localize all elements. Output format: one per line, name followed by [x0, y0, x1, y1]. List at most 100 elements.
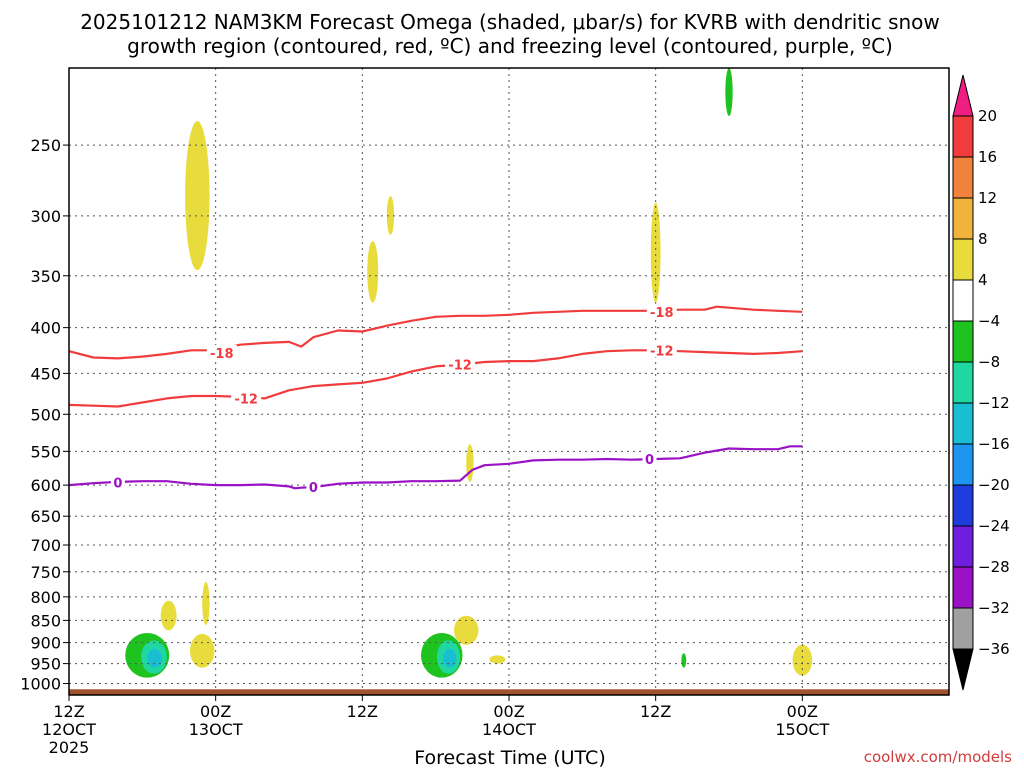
contour-label-12-1: -12 [234, 392, 258, 407]
chart-title-line1: 2025101212 NAM3KM Forecast Omega (shaded… [80, 10, 940, 34]
omega-region-8 [190, 633, 215, 668]
x-tick-label-0-3: 2025 [49, 738, 90, 757]
colorbar-bin-6 [952, 279, 974, 322]
omega-region-11 [792, 644, 813, 676]
omega-region-18 [147, 649, 162, 668]
omega-region-6 [160, 600, 177, 631]
y-tick-label-800: 800 [30, 588, 61, 607]
y-tick-label-250: 250 [30, 136, 61, 155]
x-tick-label-36-2: 14OCT [482, 720, 536, 739]
colorbar-label-9: −16 [978, 435, 1010, 453]
omega-region-1 [185, 121, 210, 271]
contour-label-0-1: 0 [113, 477, 122, 492]
colorbar-label-12: −28 [978, 558, 1010, 576]
colorbar-bin-3 [952, 156, 974, 199]
colorbar-bin-13 [952, 566, 974, 609]
y-tick-label-950: 950 [30, 655, 61, 674]
colorbar-bin-10 [952, 443, 974, 486]
omega-region-10 [489, 655, 506, 664]
contour-label-bg-12-2 [445, 356, 476, 372]
x-tick-label-0-1: 12Z [53, 702, 84, 721]
colorbar-bin-7 [952, 320, 974, 363]
omega-region-4 [650, 202, 661, 303]
contour-label-bg-12-1 [231, 390, 262, 406]
y-axis-ticks: 250 300 350 400 450 500 550 600 650 700 750 800 850 9… [20, 136, 69, 694]
omega-region-2 [386, 195, 395, 235]
y-tick-label-400: 400 [30, 319, 61, 338]
colorbar-label-13: −32 [978, 599, 1010, 617]
contour-label-bg-18-1 [206, 344, 237, 360]
colorbar-bin-15 [952, 648, 974, 691]
omega-region-14 [725, 68, 733, 117]
colorbar-label-3: 12 [978, 189, 997, 207]
contour-label-bg-12-3 [646, 342, 677, 358]
y-tick-label-500: 500 [30, 405, 61, 424]
colorbar-bin-1 [952, 74, 974, 117]
colorbar-label-6: −4 [978, 312, 1000, 330]
x-axis-label: Forecast Time (UTC) [414, 747, 605, 768]
omega-colorbar: 20 16 12 8 4 −4 −8 −12 −16 −20 −24 −28 −32 −36 [952, 74, 1010, 691]
colorbar-label-5: 4 [978, 271, 988, 289]
contour-label-0-2: 0 [309, 481, 318, 496]
x-tick-label-12-2: 13OCT [189, 720, 243, 739]
colorbar-label-4: 8 [978, 230, 988, 248]
y-tick-label-750: 750 [30, 563, 61, 582]
colorbar-label-8: −12 [978, 394, 1010, 412]
colorbar-bin-4 [952, 197, 974, 240]
y-tick-label-350: 350 [30, 267, 61, 286]
y-tick-label-450: 450 [30, 364, 61, 383]
colorbar-bin-11 [952, 484, 974, 527]
x-tick-label-60-2: 15OCT [775, 720, 829, 739]
contour-label-bg-0-3 [642, 451, 657, 467]
ground-surface [69, 689, 949, 695]
x-tick-label-60-1: 00Z [787, 702, 818, 721]
y-tick-label-600: 600 [30, 476, 61, 495]
omega-shading [125, 68, 813, 678]
omega-region-7 [202, 582, 210, 625]
colorbar-bin-2 [952, 115, 974, 158]
y-tick-label-300: 300 [30, 207, 61, 226]
contour-label-18-2: -18 [650, 306, 674, 321]
x-tick-label-0-2: 12OCT [42, 720, 96, 739]
contour-label-12-2: -12 [448, 359, 472, 374]
y-tick-label-650: 650 [30, 507, 61, 526]
contour-label-0-3: 0 [645, 453, 654, 468]
omega-region-5 [466, 444, 474, 482]
contour-line-0 [68, 445, 803, 490]
contour-label-12-3: -12 [650, 344, 674, 359]
colorbar-label-11: −24 [978, 517, 1010, 535]
colorbar-label-10: −20 [978, 476, 1010, 494]
omega-region-3 [367, 240, 379, 303]
credit-text: coolwx.com/models [864, 748, 1012, 766]
contour-lines: -18 -18 -12 -12 -12 0 0 0 [68, 303, 803, 496]
x-tick-label-48-1: 12Z [640, 702, 671, 721]
colorbar-label-14: −36 [978, 640, 1010, 658]
grid-lines [69, 68, 949, 695]
colorbar-bin-9 [952, 402, 974, 445]
y-tick-label-1000: 1000 [20, 675, 61, 694]
colorbar-label-7: −8 [978, 353, 1000, 371]
contour-line-12 [68, 349, 803, 408]
omega-region-9 [454, 615, 479, 645]
colorbar-bin-12 [952, 525, 974, 568]
colorbar-label-2: 16 [978, 148, 997, 166]
colorbar-bin-14 [952, 607, 974, 650]
y-tick-label-850: 850 [30, 611, 61, 630]
y-tick-label-550: 550 [30, 442, 61, 461]
x-tick-label-36-1: 00Z [493, 702, 524, 721]
chart-title-line2: growth region (contoured, red, ºC) and f… [127, 34, 893, 58]
omega-region-19 [443, 649, 457, 668]
y-tick-label-700: 700 [30, 536, 61, 555]
colorbar-bin-8 [952, 361, 974, 404]
x-tick-label-12-1: 00Z [200, 702, 231, 721]
colorbar-bin-5 [952, 238, 974, 281]
x-tick-label-24-1: 12Z [347, 702, 378, 721]
y-tick-label-900: 900 [30, 634, 61, 653]
contour-label-18-1: -18 [210, 347, 234, 362]
contour-line-18 [68, 305, 803, 360]
colorbar-label-1: 20 [978, 107, 997, 125]
contour-label-bg-0-2 [306, 479, 321, 495]
omega-region-15 [681, 653, 687, 668]
